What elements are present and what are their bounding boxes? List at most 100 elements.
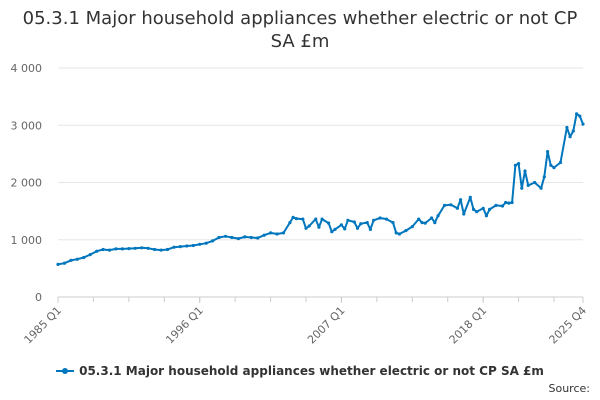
chart-title: 05.3.1 Major household appliances whethe… xyxy=(22,8,578,52)
data-point xyxy=(178,245,182,249)
data-point xyxy=(343,227,347,231)
data-point xyxy=(513,163,518,167)
data-point xyxy=(526,183,530,187)
data-point xyxy=(133,246,137,250)
data-point xyxy=(571,129,575,133)
data-point xyxy=(494,203,498,207)
data-point xyxy=(288,221,292,225)
data-point xyxy=(62,261,66,265)
data-point xyxy=(327,221,331,225)
data-point xyxy=(484,214,488,218)
y-tick-label: 0 xyxy=(35,291,42,304)
data-point xyxy=(153,247,157,252)
series xyxy=(56,112,585,266)
y-tick-label: 1 000 xyxy=(11,234,43,247)
data-point xyxy=(420,221,424,225)
data-point xyxy=(339,223,343,227)
data-point xyxy=(172,245,176,249)
data-point xyxy=(510,200,514,205)
data-point xyxy=(165,247,170,252)
data-point xyxy=(552,166,556,170)
data-point xyxy=(436,214,440,218)
x-tick-label: 1985 Q1 xyxy=(22,304,65,347)
axes xyxy=(57,296,584,303)
data-point xyxy=(269,231,273,235)
data-point xyxy=(330,230,334,234)
data-point xyxy=(320,217,324,221)
data-point xyxy=(359,222,363,226)
data-point xyxy=(368,227,372,231)
y-tick-label: 2 000 xyxy=(11,177,43,190)
data-point xyxy=(410,225,414,229)
source-label: Source: xyxy=(548,382,591,395)
data-point xyxy=(243,235,247,239)
y-tick-label: 3 000 xyxy=(11,119,43,132)
data-point xyxy=(391,221,395,225)
data-point xyxy=(575,112,579,116)
data-point xyxy=(69,258,73,262)
data-point xyxy=(304,226,308,230)
data-point xyxy=(542,175,546,179)
data-point xyxy=(146,246,150,250)
data-point xyxy=(249,235,253,240)
data-point xyxy=(159,248,163,252)
data-point xyxy=(417,217,421,221)
data-point xyxy=(101,247,105,252)
data-point xyxy=(507,201,511,205)
data-point xyxy=(211,239,215,243)
data-point xyxy=(565,125,569,130)
data-point xyxy=(430,216,434,220)
data-point xyxy=(191,243,195,248)
data-point xyxy=(82,255,86,260)
data-point xyxy=(275,232,279,236)
data-point xyxy=(230,235,234,240)
data-point xyxy=(56,262,60,266)
data-point xyxy=(459,198,463,202)
data-point xyxy=(449,203,453,207)
x-tick-label: 2007 Q1 xyxy=(305,304,348,347)
data-point xyxy=(378,216,382,220)
series-line xyxy=(57,112,584,266)
data-point xyxy=(372,218,376,222)
data-point xyxy=(75,257,79,261)
legend[interactable]: 05.3.1 Major household appliances whethe… xyxy=(0,364,600,378)
data-point xyxy=(500,204,505,208)
data-point xyxy=(185,244,189,248)
legend-swatch xyxy=(56,365,75,377)
data-point xyxy=(281,231,286,235)
data-point xyxy=(539,186,543,190)
data-point xyxy=(533,180,537,185)
data-point xyxy=(433,221,437,225)
data-point xyxy=(301,217,305,221)
data-point xyxy=(520,186,524,190)
data-point xyxy=(475,210,479,214)
data-point xyxy=(471,207,476,211)
data-point xyxy=(394,231,398,235)
data-point xyxy=(442,203,447,207)
data-point xyxy=(291,215,295,219)
data-point xyxy=(346,218,350,222)
data-point xyxy=(546,150,550,154)
data-point xyxy=(140,246,144,250)
data-point xyxy=(549,163,553,167)
data-point xyxy=(307,224,311,228)
tick-labels: 0 1 000 2 000 3 000 4 000 1985 Q1 1996 Q1 2007 … xyxy=(11,62,590,346)
data-point xyxy=(198,242,202,246)
data-point xyxy=(314,217,318,221)
legend-label: 05.3.1 Major household appliances whethe… xyxy=(79,364,544,378)
data-point xyxy=(95,249,99,253)
data-point xyxy=(397,232,401,236)
data-point xyxy=(481,206,485,210)
data-point xyxy=(217,235,221,240)
data-point xyxy=(468,195,472,199)
data-point xyxy=(204,241,208,245)
data-point xyxy=(404,229,408,233)
data-point xyxy=(107,248,112,252)
data-point xyxy=(352,220,356,224)
data-point xyxy=(488,207,492,211)
data-point xyxy=(504,200,508,205)
x-tick-label: 1996 Q1 xyxy=(163,304,206,347)
data-point xyxy=(517,162,521,166)
x-tick-label: 2025 Q4 xyxy=(547,304,590,347)
